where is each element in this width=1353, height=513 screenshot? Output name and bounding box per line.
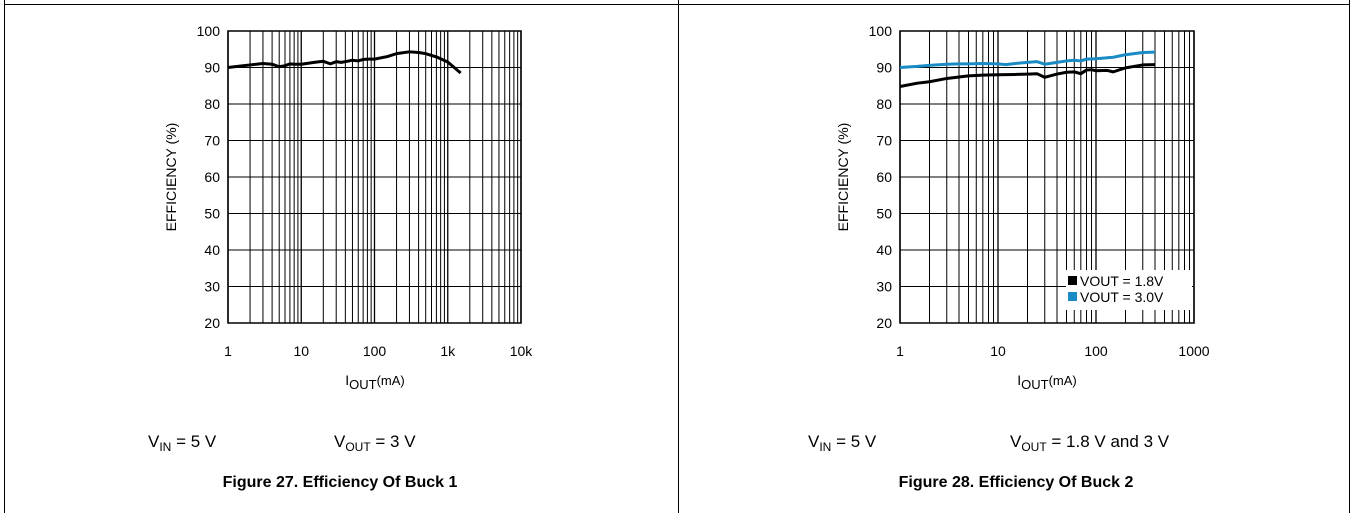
y-tick-label: 50 — [204, 206, 220, 222]
x-tick-label: 100 — [1084, 343, 1108, 359]
vout-condition: VOUT = 3 V — [334, 432, 416, 454]
y-tick-label: 40 — [204, 242, 220, 258]
x-tick-label: 10 — [293, 343, 309, 359]
panel-buck1: 20 30 40 50 60 70 80 90 100 1 10 100 1k 10k EFFICIENCY… — [148, 23, 534, 491]
series-line-1 — [227, 50, 462, 75]
y-tick-label: 70 — [204, 133, 220, 149]
x-tick-label: 1 — [896, 343, 904, 359]
vout-symbol: V — [1010, 432, 1022, 451]
figure-caption: Figure 28. Efficiency Of Buck 2 — [898, 474, 1134, 491]
x-tick-label: 10k — [510, 343, 534, 359]
left-border — [4, 0, 5, 513]
y-tick-label: 100 — [197, 23, 221, 39]
plot-border — [227, 30, 522, 324]
y-tick-label: 70 — [876, 133, 892, 149]
vout-value: = 1.8 V and 3 V — [1046, 432, 1170, 451]
vout-value: = 3 V — [370, 432, 416, 451]
legend-label: VOUT = 1.8V — [1080, 273, 1164, 289]
series-line-1 — [899, 63, 1156, 88]
x-tick-label: 10 — [990, 343, 1006, 359]
legend-swatch — [1068, 292, 1077, 301]
vout-subscript: OUT — [1021, 440, 1047, 454]
vin-subscript: IN — [819, 440, 832, 454]
vout-symbol: V — [334, 432, 346, 451]
y-tick-label: 80 — [876, 96, 892, 112]
vin-symbol: V — [148, 432, 160, 451]
y-tick-label: 90 — [204, 60, 220, 76]
legend-box — [1066, 270, 1192, 310]
x-tick-label: 1k — [440, 343, 456, 359]
legend-swatch — [1068, 276, 1077, 285]
y-tick-label: 30 — [204, 279, 220, 295]
y-tick-label: 100 — [869, 23, 893, 39]
y-tick-label: 50 — [876, 206, 892, 222]
figure-caption: Figure 27. Efficiency Of Buck 1 — [222, 474, 458, 491]
x-tick-label: 1 — [224, 343, 232, 359]
y-tick-label: 20 — [204, 315, 220, 331]
y-tick-label: 60 — [204, 169, 220, 185]
plot-border — [899, 30, 1195, 324]
y-tick-label: 60 — [876, 169, 892, 185]
y-tick-label: 40 — [876, 242, 892, 258]
x-axis-label: IOUT(mA) — [1017, 372, 1077, 392]
vin-value: = 5 V — [171, 432, 217, 451]
vin-subscript: IN — [159, 440, 172, 454]
y-tick-label: 30 — [876, 279, 892, 295]
vin-symbol: V — [808, 432, 820, 451]
y-axis-label: EFFICIENCY (%) — [835, 123, 851, 232]
top-border — [4, 4, 1350, 5]
vin-condition: VIN = 5 V — [808, 432, 876, 454]
right-border — [1349, 0, 1350, 513]
legend-label: VOUT = 3.0V — [1080, 289, 1164, 305]
y-tick-label: 90 — [876, 60, 892, 76]
panel-divider — [678, 0, 679, 513]
series-line-2 — [899, 50, 1156, 69]
panel-buck2: 20 30 40 50 60 70 80 90 100 1 10 100 1000 EFFICIENCY … — [678, 0, 1353, 513]
x-tick-label: 1000 — [1178, 343, 1209, 359]
y-tick-label: 20 — [876, 315, 892, 331]
y-axis-label: EFFICIENCY (%) — [163, 123, 179, 232]
vout-subscript: OUT — [345, 440, 371, 454]
vin-value: = 5 V — [831, 432, 877, 451]
y-tick-label: 80 — [204, 96, 220, 112]
x-axis-label: IOUT(mA) — [345, 372, 405, 392]
x-tick-label: 100 — [363, 343, 387, 359]
vin-condition: VIN = 5 V — [148, 432, 216, 454]
vout-condition: VOUT = 1.8 V and 3 V — [1010, 432, 1169, 454]
